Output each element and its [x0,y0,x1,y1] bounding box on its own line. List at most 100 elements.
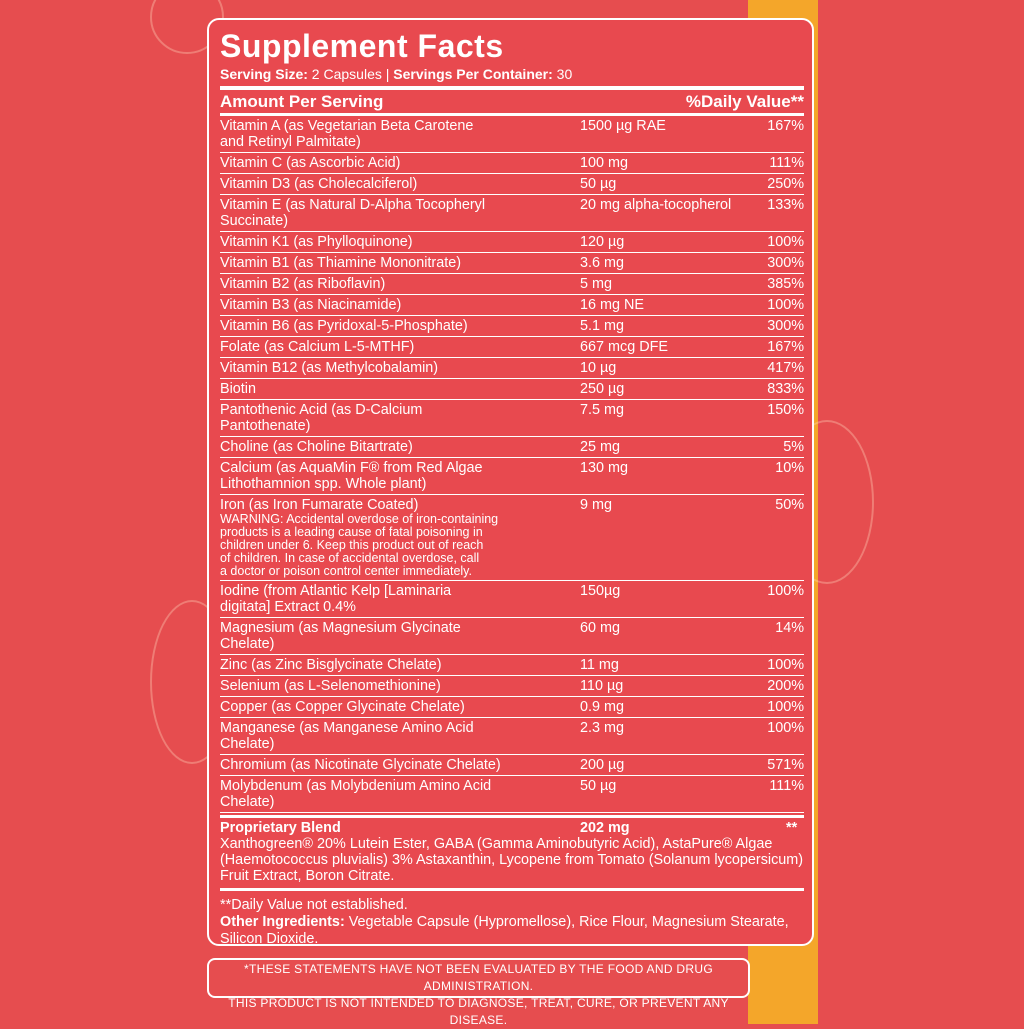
nutrient-row: Zinc (as Zinc Bisglycinate Chelate) 11 mg… [220,655,804,676]
nutrient-row: Iron (as Iron Fumarate Coated) WARNING: A… [220,495,804,581]
nutrient-amount: 110 µg [580,678,624,694]
nutrient-row: Iodine (from Atlantic Kelp [Laminaria di… [220,581,804,618]
nutrient-amount: 200 µg [580,757,625,773]
divider [220,86,804,90]
amount-per-serving-header: Amount Per Serving [220,92,384,111]
nutrient-name: Zinc (as Zinc Bisglycinate Chelate) [220,657,442,673]
nutrient-daily-value: 5% [783,439,804,455]
nutrient-name: Biotin [220,381,256,397]
nutrient-daily-value: 833% [767,381,804,397]
nutrient-amount: 20 mg alpha-tocopherol [580,197,732,213]
nutrient-row: Vitamin B3 (as Niacinamide) 16 mg NE 100% [220,295,804,316]
nutrient-row: Vitamin B2 (as Riboflavin) 5 mg 385% [220,274,804,295]
nutrient-daily-value: 417% [767,360,804,376]
nutrient-row: Vitamin K1 (as Phylloquinone) 120 µg 100% [220,232,804,253]
servings-per-container-value: 30 [552,66,573,82]
daily-value-footnote: **Daily Value not established. [220,897,408,913]
nutrient-amount: 120 µg [580,234,625,250]
nutrient-daily-value: 167% [767,118,804,134]
blend-ingredients: Xanthogreen® 20% Lutein Ester, GABA (Gam… [220,836,804,884]
nutrient-daily-value: 14% [775,620,804,636]
nutrient-row: Biotin 250 µg 833% [220,379,804,400]
nutrient-row: Vitamin B1 (as Thiamine Mononitrate) 3.6 … [220,253,804,274]
nutrient-daily-value: 250% [767,176,804,192]
nutrient-row: Vitamin D3 (as Cholecalciferol) 50 µg 250% [220,174,804,195]
nutrient-daily-value: 167% [767,339,804,355]
nutrient-name: Vitamin B6 (as Pyridoxal-5-Phosphate) [220,318,468,334]
nutrient-daily-value: 133% [767,197,804,213]
other-ingredients-value: Vegetable Capsule (Hypromellose), Rice F… [220,914,789,947]
proprietary-blend: Proprietary Blend 202 mg ** Xanthogreen®… [220,818,804,888]
nutrient-amount: 100 mg [580,155,628,171]
nutrient-daily-value: 111% [769,155,804,171]
blend-amount: 202 mg [580,820,630,836]
nutrient-daily-value: 100% [767,234,804,250]
nutrient-amount: 16 mg NE [580,297,644,313]
nutrient-row: Vitamin A (as Vegetarian Beta Carotene a… [220,116,804,153]
supplement-facts-panel: Supplement Facts Serving Size: 2 Capsule… [207,18,814,948]
nutrient-row: Calcium (as AquaMin F® from Red Algae Li… [220,458,804,495]
nutrient-amount: 11 mg [580,657,619,673]
nutrient-row: Pantothenic Acid (as D-Calcium Pantothen… [220,400,804,437]
nutrient-daily-value: 300% [767,255,804,271]
nutrient-amount: 5.1 mg [580,318,624,334]
nutrient-daily-value: 100% [767,583,804,599]
nutrient-name: Chromium (as Nicotinate Glycinate Chelat… [220,757,501,773]
nutrient-amount: 60 mg [580,620,620,636]
nutrient-name: Pantothenic Acid (as D-Calcium Pantothen… [220,402,423,434]
nutrient-daily-value: 571% [767,757,804,773]
nutrient-amount: 25 mg [580,439,620,455]
divider [220,815,804,818]
nutrient-row: Vitamin C (as Ascorbic Acid) 100 mg 111% [220,153,804,174]
blend-dv: ** [786,820,798,836]
nutrient-name: Vitamin E (as Natural D-Alpha Tocopheryl… [220,197,486,229]
nutrient-row: Vitamin B12 (as Methylcobalamin) 10 µg 417… [220,358,804,379]
nutrient-daily-value: 50% [775,497,804,513]
nutrient-table: Vitamin A (as Vegetarian Beta Carotene a… [220,116,804,813]
nutrient-row: Vitamin B6 (as Pyridoxal-5-Phosphate) 5.1… [220,316,804,337]
nutrient-row: Molybdenum (as Molybdenium Amino Acid Ch… [220,776,804,813]
nutrient-daily-value: 300% [767,318,804,334]
daily-value-header: %Daily Value** [685,92,804,111]
nutrient-name: Calcium (as AquaMin F® from Red Algae Li… [220,460,483,492]
divider [220,888,804,891]
nutrient-amount: 10 µg [580,360,617,376]
panel-title: Supplement Facts [220,28,504,64]
nutrient-name: Vitamin B12 (as Methylcobalamin) [220,360,439,376]
nutrient-daily-value: 10% [775,460,804,476]
nutrient-daily-value: 100% [767,297,804,313]
nutrient-name: Vitamin C (as Ascorbic Acid) [220,155,401,171]
nutrient-amount: 150µg [580,583,621,599]
nutrient-name: Vitamin K1 (as Phylloquinone) [220,234,413,250]
serving-size-value: 2 Capsules | [307,66,394,82]
nutrient-name: Choline (as Choline Bitartrate) [220,439,413,455]
nutrient-row: Selenium (as L-Selenomethionine) 110 µg 20… [220,676,804,697]
nutrient-amount: 667 mcg DFE [580,339,668,355]
nutrient-row: Magnesium (as Magnesium Glycinate Chelat… [220,618,804,655]
nutrient-name: Manganese (as Manganese Amino Acid Chela… [220,720,474,752]
nutrient-name: Vitamin A (as Vegetarian Beta Carotene a… [220,118,474,150]
nutrient-row: Manganese (as Manganese Amino Acid Chela… [220,718,804,755]
nutrient-name: Iodine (from Atlantic Kelp [Laminaria di… [220,583,452,615]
nutrient-row: Folate (as Calcium L-5-MTHF) 667 mcg DFE 1… [220,337,804,358]
nutrient-amount: 3.6 mg [580,255,624,271]
servings-per-container-label: Servings Per Container: [393,66,553,82]
nutrient-amount: 2.3 mg [580,720,624,736]
other-ingredients-label: Other Ingredients: [220,914,345,930]
nutrient-daily-value: 100% [767,699,804,715]
nutrient-daily-value: 111% [769,778,804,794]
nutrient-name: Folate (as Calcium L-5-MTHF) [220,339,415,355]
nutrient-amount: 50 µg [580,778,617,794]
nutrient-daily-value: 150% [767,402,804,418]
blend-name: Proprietary Blend [220,820,341,836]
nutrient-name: Vitamin B1 (as Thiamine Mononitrate) [220,255,462,271]
nutrient-name: Selenium (as L-Selenomethionine) [220,678,441,694]
fda-disclaimer: *THESE STATEMENTS HAVE NOT BEEN EVALUATE… [207,958,750,1027]
nutrient-amount: 5 mg [580,276,612,292]
nutrient-name: Magnesium (as Magnesium Glycinate Chelat… [220,620,461,652]
other-ingredients: Other Ingredients: Vegetable Capsule (Hy… [220,914,804,948]
serving-info: Serving Size: 2 Capsules | Servings Per … [220,66,804,82]
nutrient-daily-value: 385% [767,276,804,292]
nutrient-amount: 9 mg [580,497,612,513]
nutrient-name: Vitamin D3 (as Cholecalciferol) [220,176,418,192]
